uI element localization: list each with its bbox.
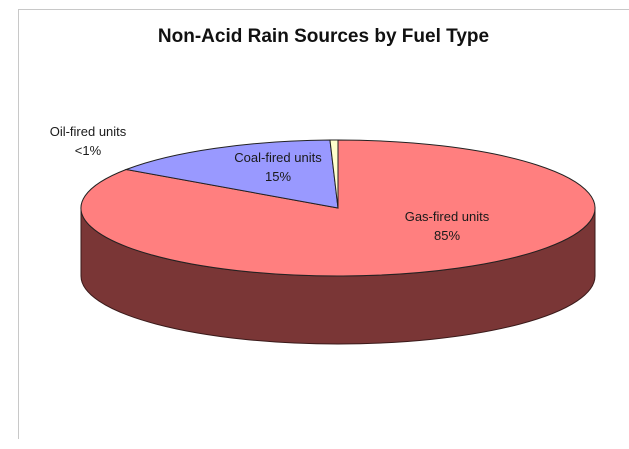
slice-label-1: Coal-fired units xyxy=(234,150,322,165)
pie-labels-group: Gas-fired units 85% Coal-fired units 15% Oil… xyxy=(50,124,490,243)
slice-value-label-2: <1% xyxy=(75,143,102,158)
frame-top-border xyxy=(18,9,629,10)
slice-value-label-1: 15% xyxy=(265,169,291,184)
pie-top-group xyxy=(80,139,596,277)
slice-label-0: Gas-fired units xyxy=(405,209,490,224)
pie-slice-2 xyxy=(329,139,339,209)
slice-value-label-0: 85% xyxy=(434,228,460,243)
pie-slice-1 xyxy=(124,139,339,209)
chart-title: Non-Acid Rain Sources by Fuel Type xyxy=(157,26,490,47)
frame-left-border xyxy=(18,9,19,439)
slice-label-2: Oil-fired units xyxy=(50,124,127,139)
